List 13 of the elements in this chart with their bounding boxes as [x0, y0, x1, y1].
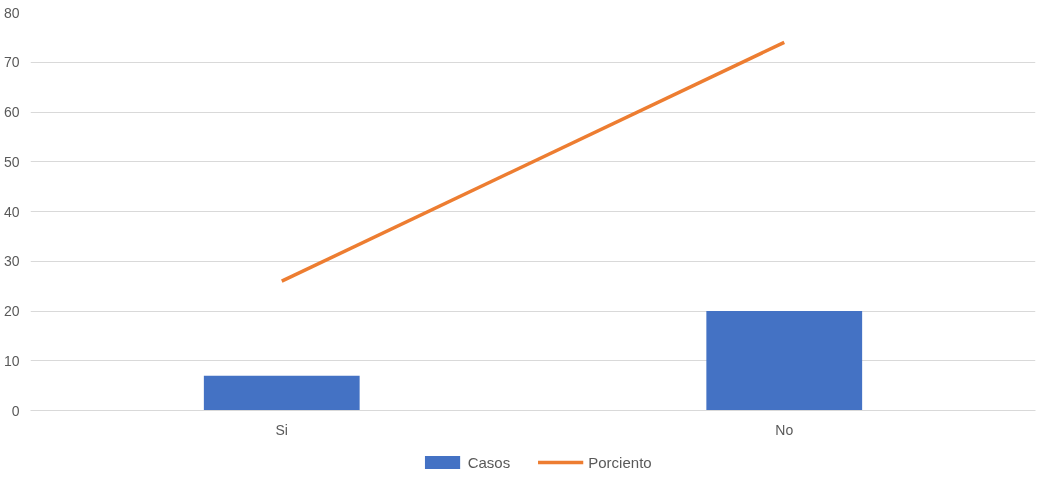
- x-tick-label: Si: [275, 421, 288, 438]
- y-tick-label: 60: [3, 104, 20, 120]
- y-tick-label: 10: [3, 352, 20, 369]
- y-tick-label: 30: [3, 253, 20, 270]
- x-tick-label: No: [775, 421, 794, 438]
- y-tick-label: 80: [3, 4, 20, 21]
- legend-label: Casos: [467, 454, 511, 471]
- y-tick-label: 70: [3, 54, 20, 71]
- y-tick-label: 20: [3, 303, 20, 319]
- y-tick-label: 50: [3, 153, 20, 170]
- y-tick-label: 0: [11, 402, 20, 419]
- y-tick-label: 40: [3, 203, 20, 220]
- legend-label: Porciento: [588, 454, 652, 471]
